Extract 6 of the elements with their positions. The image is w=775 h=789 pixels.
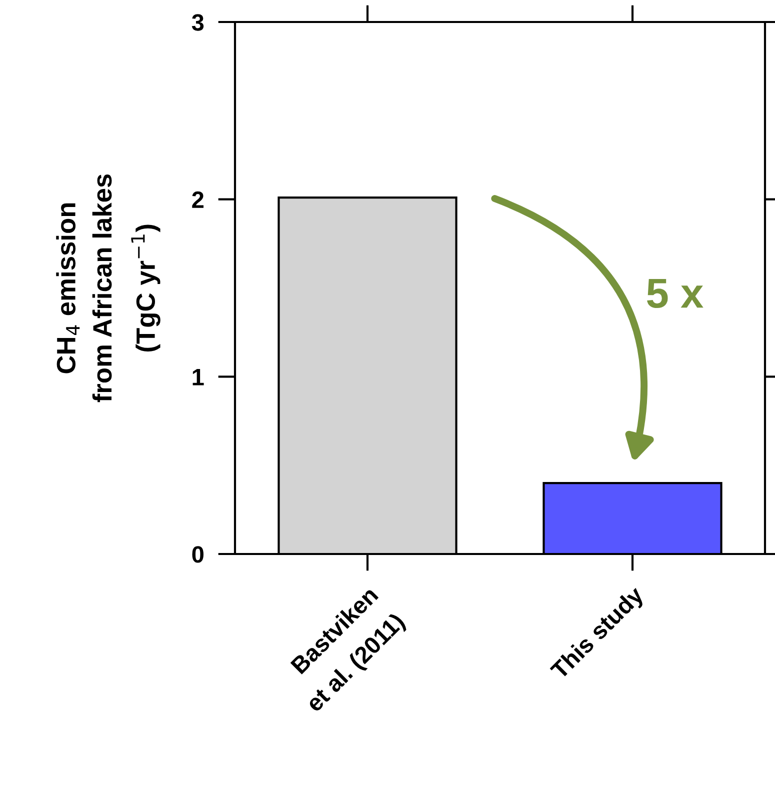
y-tick-label: 1 [192, 368, 204, 386]
y-tick-label: 0 [192, 546, 204, 563]
y-axis-title: CH$_{4}$ emission from African lakes (TgC yr$^{−1}$) [56, 174, 160, 402]
annotation: 5 x [647, 278, 704, 308]
y-tick-label: 3 [192, 14, 204, 31]
y-tick-label: 2 [192, 191, 204, 208]
